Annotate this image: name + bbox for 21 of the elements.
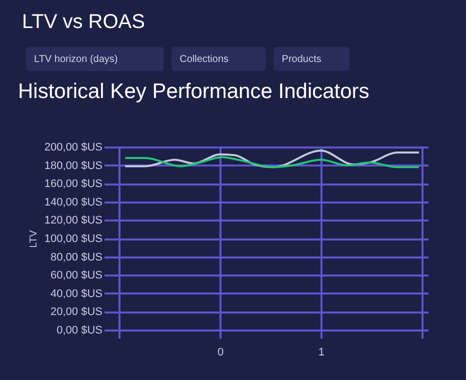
y-tick-label: 120,00 $US [44, 214, 102, 227]
y-tick-label: 100,00 $US [44, 233, 102, 245]
y-tick-label: 40,00 $US [50, 288, 102, 300]
x-tick-label: 1 [318, 346, 325, 358]
y-tick-label: 60,00 $US [50, 270, 102, 282]
y-tick-label: 20,00 $US [50, 306, 102, 318]
y-tick-label: 80,00 $US [50, 251, 102, 264]
y-tick-label: 160,00 $US [44, 178, 102, 190]
y-tick-label: 0,00 $US [56, 324, 102, 336]
chart-title: LTV vs ROAS [22, 11, 145, 33]
text: Collections [180, 54, 229, 65]
text: LTV horizon (days) [34, 54, 118, 65]
text: Products [282, 54, 322, 65]
y-tick-label: 180,00 $US [44, 160, 102, 172]
chart-subtitle: Historical Key Performance Indicators [18, 80, 370, 103]
y-tick-label: 200,00 $US [44, 142, 102, 154]
line-series [124, 150, 420, 168]
x-tick-label: 0 [217, 346, 224, 358]
y-axis-title: LTV [28, 230, 40, 248]
line-series [124, 156, 420, 168]
y-tick-label: 140,00 $US [44, 196, 102, 208]
